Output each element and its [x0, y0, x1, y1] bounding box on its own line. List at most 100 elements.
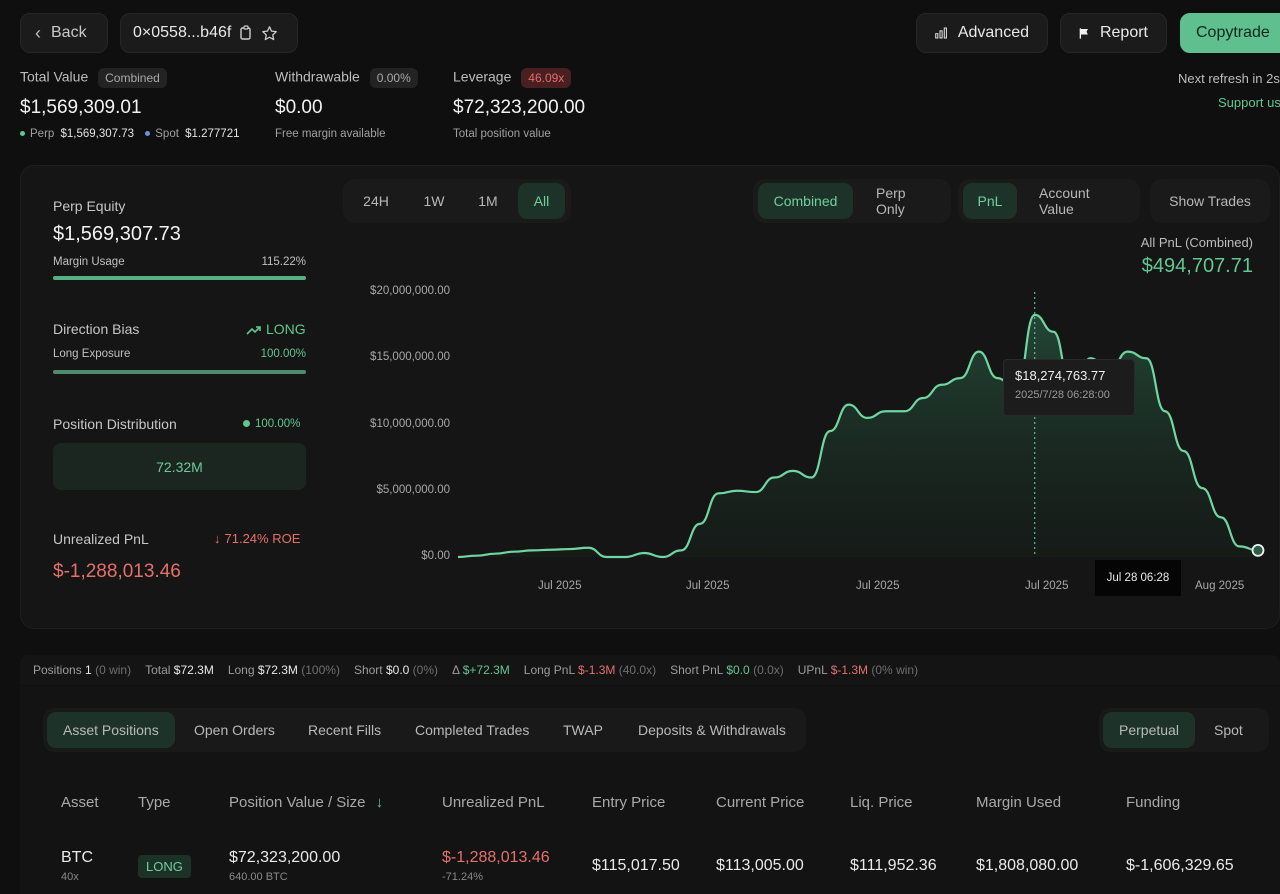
distribution-pct-text: 100.00% — [255, 418, 301, 430]
withdrawable-block: Withdrawable 0.00% $0.00 Free margin ava… — [275, 68, 418, 140]
copy-icon[interactable] — [239, 25, 253, 41]
position-distribution-label: Position Distribution — [53, 416, 177, 432]
stat-short-pct: (0%) — [412, 663, 439, 677]
unrealized-roe: ↓ 71.24% ROE — [214, 531, 300, 546]
bar-chart-icon — [935, 27, 947, 39]
margin-usage-label: Margin Usage — [53, 256, 125, 268]
flag-icon — [1079, 27, 1088, 39]
col-asset[interactable]: Asset — [61, 794, 99, 811]
withdrawable-badge: 0.00% — [369, 68, 418, 88]
report-label: Report — [1099, 24, 1148, 41]
stat-upnl: UPnL $-1.3M (0% win) — [798, 663, 918, 677]
cell-funding: $-1,606,329.65 — [1126, 857, 1234, 874]
perp-label: Perp — [30, 128, 55, 140]
col-position-value[interactable]: Position Value / Size ↓ — [229, 794, 383, 811]
perp-equity-label: Perp Equity — [53, 198, 126, 214]
direction-value-text: LONG — [266, 321, 306, 337]
direction-bias-value: LONG — [246, 321, 306, 337]
range-1w[interactable]: 1W — [423, 193, 445, 209]
asset-symbol: BTC — [61, 849, 93, 866]
stat-short-pnl-x: (0.0x) — [753, 663, 784, 677]
stat-short-value: $0.0 — [385, 663, 410, 677]
combined-badge: Combined — [98, 68, 167, 88]
next-refresh: Next refresh in 2s — [1178, 71, 1280, 86]
range-1m[interactable]: 1M — [478, 193, 498, 209]
tab-perpetual[interactable]: Perpetual — [1103, 712, 1195, 748]
wallet-address: 0×0558...b46f — [133, 24, 232, 41]
stat-total: Total $72.3M — [145, 663, 214, 677]
support-link[interactable]: Support us — [1218, 95, 1280, 110]
stat-positions-label: Positions — [33, 663, 82, 677]
metric-account-value[interactable]: Account Value — [1039, 185, 1090, 217]
y-tick-label: $5,000,000.00 — [376, 483, 450, 496]
cell-unrealized-pnl: $-1,288,013.46 -71.24% — [442, 849, 550, 883]
col-unrealized-pnl[interactable]: Unrealized PnL — [442, 794, 545, 811]
margin-usage-bar — [53, 276, 306, 280]
back-button[interactable]: ‹ Back — [20, 13, 108, 53]
cell-asset[interactable]: BTC 40x — [61, 849, 93, 883]
chevron-left-icon: ‹ — [35, 23, 41, 43]
metric-pnl[interactable]: PnL — [963, 183, 1017, 219]
stat-total-value: $72.3M — [173, 663, 214, 677]
stat-short-pnl: Short PnL $0.0 (0.0x) — [670, 663, 784, 677]
show-trades-button[interactable]: Show Trades — [1169, 193, 1251, 209]
cell-position-value: $72,323,200.00 640.00 BTC — [229, 849, 340, 883]
col-margin-used[interactable]: Margin Used — [976, 794, 1062, 811]
range-all[interactable]: All — [518, 183, 565, 219]
show-trades-wrap — [1150, 179, 1270, 223]
sort-arrow-down-icon: ↓ — [375, 794, 384, 811]
copytrade-button[interactable]: Copytrade — [1180, 13, 1280, 53]
star-icon[interactable] — [261, 25, 278, 42]
tab-twap[interactable]: TWAP — [563, 722, 603, 738]
stat-positions-value: 1 — [85, 663, 92, 677]
pnl-summary-label: All PnL (Combined) — [1140, 235, 1253, 250]
unrealized-pnl-label: Unrealized PnL — [53, 531, 149, 547]
col-type[interactable]: Type — [138, 794, 171, 811]
tab-recent-fills[interactable]: Recent Fills — [308, 722, 382, 738]
perp-value: $1,569,307.73 — [60, 128, 135, 140]
tab-spot[interactable]: Spot — [1214, 722, 1243, 738]
distribution-dot-icon — [243, 420, 250, 428]
spot-dot-icon — [145, 131, 151, 137]
position-size: 640.00 BTC — [229, 871, 288, 883]
distribution-pct: 100.00% — [243, 418, 300, 430]
col-entry-price[interactable]: Entry Price — [592, 794, 666, 811]
col-current-price[interactable]: Current Price — [716, 794, 805, 811]
cell-entry-price: $115,017.50 — [592, 857, 680, 874]
report-button[interactable]: Report — [1060, 13, 1167, 53]
stat-positions-win: (0 win) — [95, 663, 132, 677]
col-liq-price[interactable]: Liq. Price — [850, 794, 913, 811]
stat-long-pnl: Long PnL $-1.3M (40.0x) — [524, 663, 656, 677]
col-position-value-label: Position Value / Size — [229, 794, 366, 811]
row-upnl-pct: -71.24% — [442, 871, 483, 883]
cell-margin-used: $1,808,080.00 — [976, 857, 1079, 874]
position-value: $72,323,200.00 — [229, 849, 341, 866]
stat-short-label: Short — [353, 663, 383, 677]
roe-text: 71.24% ROE — [224, 531, 301, 546]
asset-leverage: 40x — [61, 871, 79, 883]
mode-perp-only[interactable]: Perp Only — [876, 185, 906, 217]
stat-positions: Positions 1 (0 win) — [33, 663, 131, 677]
tab-open-orders[interactable]: Open Orders — [194, 722, 275, 738]
tab-deposits-withdrawals[interactable]: Deposits & Withdrawals — [638, 722, 786, 738]
advanced-button[interactable]: Advanced — [916, 13, 1048, 53]
tab-completed-trades[interactable]: Completed Trades — [415, 722, 530, 738]
long-exposure-value: 100.00% — [260, 348, 306, 360]
stat-long: Long $72.3M (100%) — [228, 663, 340, 677]
y-tick-label: $15,000,000.00 — [370, 351, 450, 364]
positions-stat-strip: Positions 1 (0 win) Total $72.3M Long $7… — [20, 655, 1280, 685]
range-24h[interactable]: 24H — [363, 193, 389, 209]
col-funding[interactable]: Funding — [1126, 794, 1181, 811]
cursor-x-label: Jul 28 06:28 — [1095, 560, 1181, 596]
stat-delta-value: $+72.3M — [462, 663, 510, 677]
tab-asset-positions[interactable]: Asset Positions — [47, 712, 175, 748]
stat-upnl-label: UPnL — [797, 663, 828, 677]
tooltip-time: 2025/7/28 06:28:00 — [1015, 389, 1110, 401]
stat-short-pnl-label: Short PnL — [670, 663, 724, 677]
perp-equity-value: $1,569,307.73 — [53, 223, 181, 245]
mode-combined[interactable]: Combined — [758, 183, 853, 219]
long-exposure-fill — [53, 370, 306, 374]
stat-short: Short $0.0 (0%) — [354, 663, 438, 677]
distribution-box: 72.32M — [53, 443, 306, 490]
x-tick-label: Jul 2025 — [538, 580, 582, 592]
